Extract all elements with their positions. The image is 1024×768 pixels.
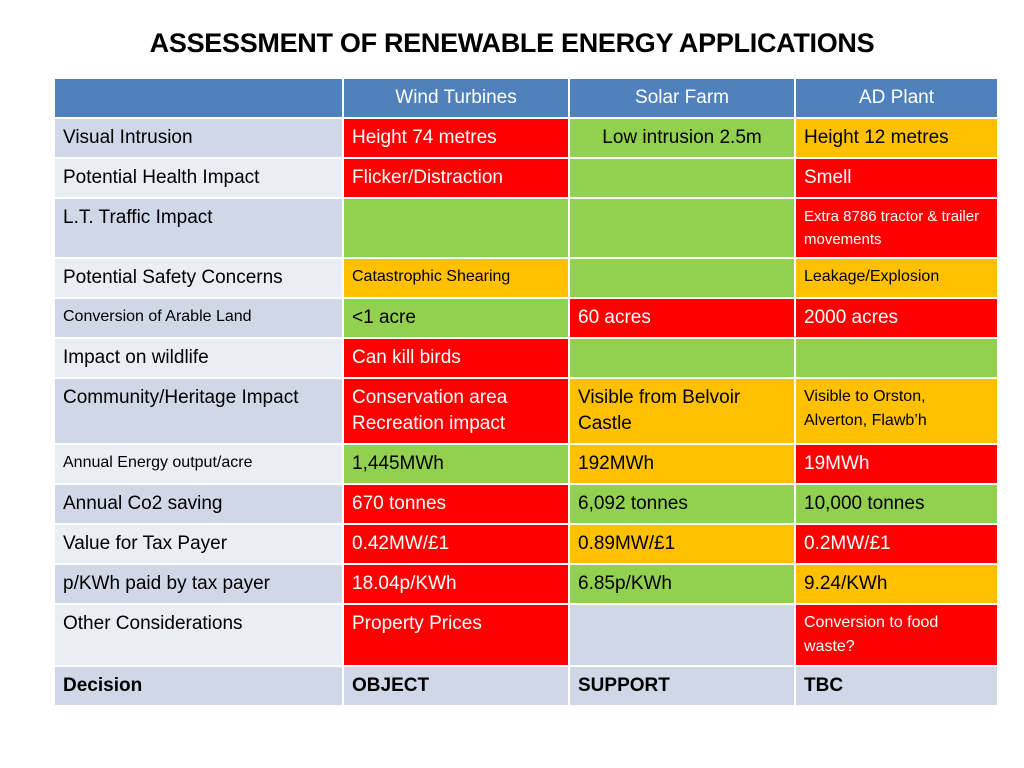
row-label: L.T. Traffic Impact [53,197,344,259]
ad-cell: 9.24/KWh [794,563,999,605]
solar-cell: Visible from Belvoir Castle [568,377,796,445]
solar-cell [568,157,796,199]
table-row: Potential Health Impact Flicker/Distract… [53,157,999,199]
wind-cell: Property Prices [342,603,570,667]
table-row: Visual Intrusion Height 74 metres Low in… [53,117,999,159]
solar-cell [568,603,796,667]
wind-cell: Flicker/Distraction [342,157,570,199]
row-label: Potential Health Impact [53,157,344,199]
solar-cell: 6.85p/KWh [568,563,796,605]
page-title: ASSESSMENT OF RENEWABLE ENERGY APPLICATI… [149,28,875,58]
ad-cell: Leakage/Explosion [794,257,999,299]
wind-cell: 670 tonnes [342,483,570,525]
row-label: Potential Safety Concerns [53,257,344,299]
row-label: Community/Heritage Impact [53,377,344,445]
solar-cell: 0.89MW/£1 [568,523,796,565]
table-row: Value for Tax Payer 0.42MW/£1 0.89MW/£1 … [53,523,999,565]
row-label: p/KWh paid by tax payer [53,563,344,605]
decision-label: Decision [53,665,344,707]
table-header-row: Wind Turbines Solar Farm AD Plant [53,77,999,119]
solar-cell: 192MWh [568,443,796,485]
table-row: Annual Co2 saving 670 tonnes 6,092 tonne… [53,483,999,525]
ad-cell: Height 12 metres [794,117,999,159]
row-label: Other Considerations [53,603,344,667]
ad-cell: 2000 acres [794,297,999,339]
row-label: Annual Co2 saving [53,483,344,525]
header-corner [53,77,344,119]
row-label: Impact on wildlife [53,337,344,379]
ad-cell: Smell [794,157,999,199]
table-row: Annual Energy output/acre 1,445MWh 192MW… [53,443,999,485]
solar-cell [568,257,796,299]
ad-cell [794,337,999,379]
solar-cell: 60 acres [568,297,796,339]
decision-ad: TBC [794,665,999,707]
table-row: p/KWh paid by tax payer 18.04p/KWh 6.85p… [53,563,999,605]
table-row: Impact on wildlife Can kill birds [53,337,999,379]
ad-cell: Conversion to food waste? [794,603,999,667]
solar-cell: Low intrusion 2.5m [568,117,796,159]
assessment-table: Wind Turbines Solar Farm AD Plant Visual… [53,77,999,707]
table-row: Other Considerations Property Prices Con… [53,603,999,667]
table-row: L.T. Traffic Impact Extra 8786 tractor &… [53,197,999,259]
wind-cell: Can kill birds [342,337,570,379]
table-row: Community/Heritage Impact Conservation a… [53,377,999,445]
wind-cell: <1 acre [342,297,570,339]
row-label: Visual Intrusion [53,117,344,159]
wind-cell: 18.04p/KWh [342,563,570,605]
ad-cell: 19MWh [794,443,999,485]
solar-cell [568,197,796,259]
wind-cell [342,197,570,259]
decision-solar: SUPPORT [568,665,796,707]
wind-cell: 0.42MW/£1 [342,523,570,565]
row-label: Annual Energy output/acre [53,443,344,485]
header-solar-farm: Solar Farm [568,77,796,119]
wind-cell: Catastrophic Shearing [342,257,570,299]
ad-cell: Visible to Orston, Alverton, Flawb’h [794,377,999,445]
table-row: Conversion of Arable Land <1 acre 60 acr… [53,297,999,339]
header-ad-plant: AD Plant [794,77,999,119]
table-row: Potential Safety Concerns Catastrophic S… [53,257,999,299]
row-label: Conversion of Arable Land [53,297,344,339]
solar-cell [568,337,796,379]
ad-cell: Extra 8786 tractor & trailer movements [794,197,999,259]
ad-cell: 0.2MW/£1 [794,523,999,565]
solar-cell: 6,092 tonnes [568,483,796,525]
row-label: Value for Tax Payer [53,523,344,565]
wind-cell: Height 74 metres [342,117,570,159]
wind-cell: Conservation area Recreation impact [342,377,570,445]
wind-cell: 1,445MWh [342,443,570,485]
ad-cell: 10,000 tonnes [794,483,999,525]
header-wind-turbines: Wind Turbines [342,77,570,119]
decision-row: Decision OBJECT SUPPORT TBC [53,665,999,707]
decision-wind: OBJECT [342,665,570,707]
